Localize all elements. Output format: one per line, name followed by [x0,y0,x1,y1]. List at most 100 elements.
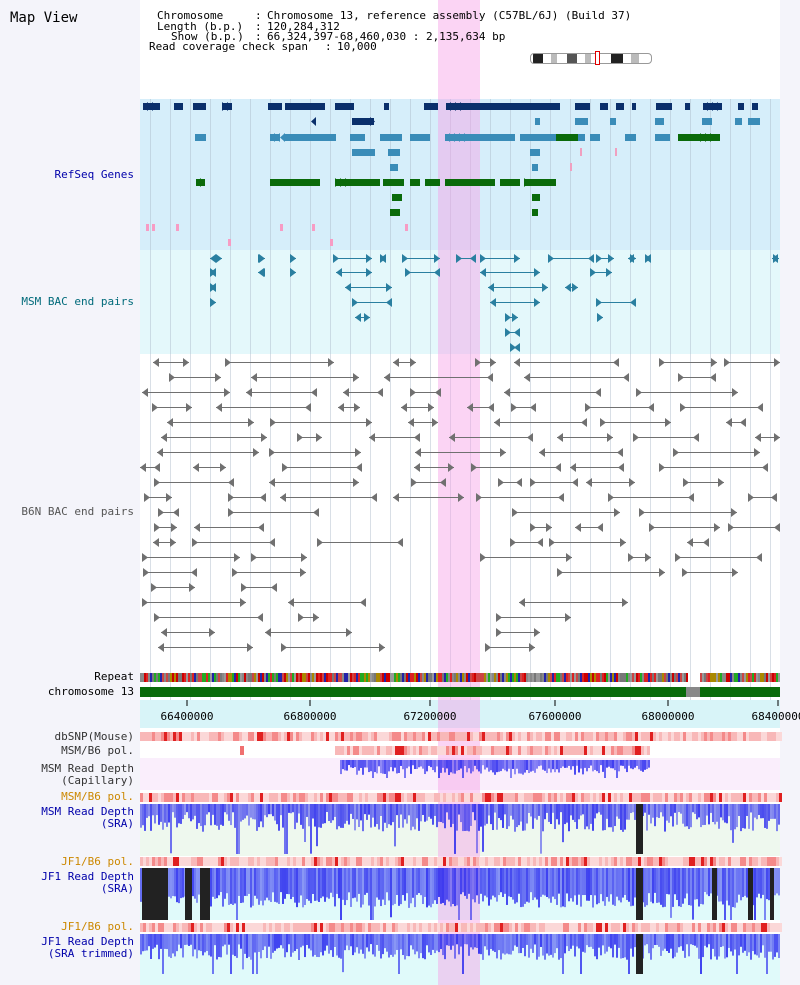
jf1-b6-pol-cell [332,857,335,866]
msm-capillary-depth-bar [640,760,642,771]
jf1-trim-depth-bar [394,934,396,955]
msm-b6-pol-label-1[interactable]: MSM/B6 pol. [61,744,134,757]
dbsnp-cell [410,732,413,741]
dbsnp-label[interactable]: dbSNP(Mouse) [54,730,134,743]
b6n-bac-pair-end [628,553,634,562]
jf1-trim-depth-bar [262,934,264,951]
msm-sra-depth-bar [512,804,514,820]
msm-read-depth-sra-label-1[interactable]: MSM Read Depth [41,805,134,818]
jf1-b6-pol-cell [449,857,452,866]
msm-sra-depth-bar [572,804,574,820]
msm-sra-depth-bar [764,804,766,828]
b6n-bac-pair-end [514,358,520,367]
jf1-trim-depth-bar [304,934,306,958]
jf1-trim-depth-bar [674,934,676,957]
jf1-trim-depth-bar [268,934,270,947]
b6n-bac-pair-end [649,523,655,532]
msm-capillary-depth-bar [594,760,596,770]
msm-capillary-depth-bar [434,760,436,773]
msm-b6-pol-cell [440,746,443,755]
msm-sra-depth-bar [464,804,466,831]
jf1-b6-pol-cell [404,857,407,866]
jf1-read-depth-sra-label-1[interactable]: JF1 Read Depth [41,870,134,883]
repeat-element [628,673,630,682]
chromosome-ideogram[interactable] [530,53,652,64]
jf1-sra-depth-bar [238,868,240,896]
repeat-element [232,673,234,682]
msm-bac-track-bg [140,250,780,354]
jf1-b6-pol-cell [497,857,500,866]
msm-read-depth-capillary-label-1[interactable]: MSM Read Depth [41,762,134,775]
jf1-read-depth-trimmed-label-1[interactable]: JF1 Read Depth [41,935,134,948]
jf1-b6-pol-cell [746,923,749,932]
msm-b6-pol-label-2[interactable]: MSM/B6 pol. [61,790,134,803]
jf1-trim-depth-bar [726,934,728,958]
jf1-sra-depth-bar [294,868,296,903]
msm-capillary-depth-bar [458,760,460,771]
msm-b6-pol-cell [626,746,629,755]
jf1-b6-pol-cell [335,923,338,932]
msm-b6-pol-cell [722,793,725,802]
refseq-genes-label[interactable]: RefSeq Genes [54,168,134,181]
jf1-sra-depth-bar [258,868,260,905]
jf1-b6-pol-cell [242,923,245,932]
b6n-bac-pair-end [271,583,277,592]
msm-bac-pair-end [773,254,779,263]
b6n-bac-end-pairs-label[interactable]: B6N BAC end pairs [21,505,134,518]
b6n-bac-pair-end [209,628,215,637]
jf1-trim-depth-bar [744,934,746,951]
jf1-b6-pol-cell [218,923,221,932]
msm-capillary-depth-bar [484,760,486,770]
jf1-b6-pol-cell [182,857,185,866]
msm-sra-depth-bar [460,804,462,823]
msm-capillary-depth-bar [426,760,428,772]
b6n-bac-pair-end [530,478,536,487]
jf1-trim-depth-bar [166,934,168,950]
grid-line [190,99,191,700]
b6n-bac-pair-end [755,433,761,442]
msm-capillary-depth-bar [608,760,610,767]
msm-sra-depth-bar [374,804,376,827]
jf1-b6-pol-label-1[interactable]: JF1/B6 pol. [61,855,134,868]
msm-capillary-depth-bar [544,760,546,771]
jf1-trim-depth-bar [592,934,594,949]
jf1-trim-depth-bar [736,934,738,974]
strand-arrow [340,178,345,187]
msm-b6-pol-cell [746,793,749,802]
repeat-element [564,673,566,682]
msm-b6-pol-cell [725,793,728,802]
msm-b6-pol-cell [416,793,419,802]
jf1-trim-depth-bar [190,934,192,945]
repeat-element [310,673,312,682]
strand-arrow [280,133,285,142]
jf1-trim-depth-bar [162,934,164,974]
jf1-b6-pol-cell [443,923,446,932]
jf1-b6-pol-cell [464,857,467,866]
repeat-label[interactable]: Repeat [94,670,134,683]
jf1-b6-pol-label-2[interactable]: JF1/B6 pol. [61,920,134,933]
jf1-trim-depth-bar [174,934,176,957]
jf1-b6-pol-cell [572,857,575,866]
dbsnp-cell [572,732,575,741]
chromosome-13-label[interactable]: chromosome 13 [47,685,134,698]
msm-sra-depth-bar [162,804,164,830]
msm-sra-depth-bar [718,804,720,829]
b6n-bac-pair-end [440,478,446,487]
dbsnp-cell [227,732,230,741]
jf1-b6-pol-cell [416,857,419,866]
msm-sra-depth-bar [212,804,214,815]
jf1-trim-depth-bar [588,934,590,948]
msm-capillary-depth-bar [624,760,626,769]
msm-bac-end-pairs-label[interactable]: MSM BAC end pairs [21,295,134,308]
repeat-element [592,673,594,682]
dbsnp-cell [143,732,146,741]
dbsnp-cell [707,732,710,741]
dbsnp-cell [743,732,746,741]
msm-sra-depth-bar [322,804,324,824]
dbsnp-cell [380,732,383,741]
msm-b6-pol-cell [152,793,155,802]
repeat-element [742,673,744,682]
jf1-b6-pol-cell [425,923,428,932]
jf1-trim-depth-bar [228,934,230,945]
jf1-trim-depth-bar [612,934,614,958]
